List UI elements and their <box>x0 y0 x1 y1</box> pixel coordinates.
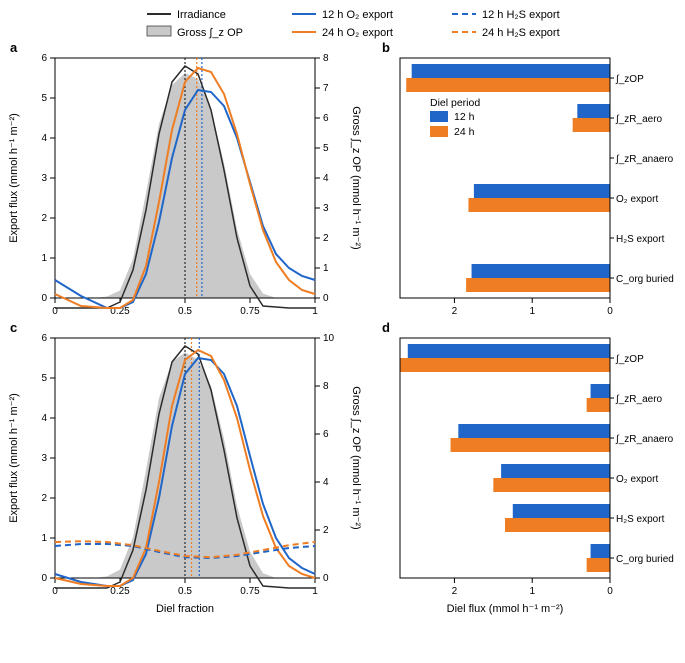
svg-text:4: 4 <box>323 477 329 488</box>
svg-text:5: 5 <box>41 93 47 104</box>
svg-text:∫_zOP: ∫_zOP <box>615 74 644 85</box>
bar-24h <box>573 118 610 132</box>
svg-text:3: 3 <box>41 173 47 184</box>
bar-12h <box>501 464 610 478</box>
bar-12h <box>472 264 610 278</box>
bar-12h <box>513 504 610 518</box>
svg-text:3: 3 <box>41 453 47 464</box>
svg-text:∫_zR_aero: ∫_zR_aero <box>615 114 663 125</box>
svg-text:d: d <box>382 320 390 335</box>
bar-12h <box>591 544 610 558</box>
panel-d: d ∫_zOP ∫_zR_aero ∫_zR_anaero O₂ export H₂S e… <box>382 320 674 615</box>
svg-text:C_org buried: C_org buried <box>616 274 674 285</box>
svg-text:5: 5 <box>323 143 329 154</box>
svg-text:0.5: 0.5 <box>178 306 192 317</box>
svg-text:0: 0 <box>323 293 329 304</box>
svg-text:12 h: 12 h <box>454 111 475 123</box>
svg-text:24 h H₂S export: 24 h H₂S export <box>482 27 560 39</box>
svg-text:Gross ∫_z OP (mmol h⁻¹ m⁻²): Gross ∫_z OP (mmol h⁻¹ m⁻²) <box>350 106 362 249</box>
svg-text:6: 6 <box>323 113 329 124</box>
svg-text:6: 6 <box>323 429 329 440</box>
svg-text:6: 6 <box>41 333 47 344</box>
svg-text:C_org buried: C_org buried <box>616 554 674 565</box>
svg-text:H₂S export: H₂S export <box>616 514 665 525</box>
top-legend: Irradiance 12 h O₂ export 12 h H₂S export G… <box>147 9 560 39</box>
svg-text:6: 6 <box>41 53 47 64</box>
svg-text:∫_zOP: ∫_zOP <box>615 354 644 365</box>
svg-text:Diel fraction: Diel fraction <box>156 603 214 615</box>
svg-text:7: 7 <box>323 83 329 94</box>
figure-svg: Irradiance 12 h O₂ export 12 h H₂S export G… <box>0 0 685 658</box>
svg-text:10: 10 <box>323 333 335 344</box>
svg-text:c: c <box>10 320 17 335</box>
svg-text:1: 1 <box>41 253 47 264</box>
panel-b: b ∫_zOP ∫_zR_aero ∫_zR_anaero O₂ export H₂S e… <box>382 40 674 317</box>
svg-text:1: 1 <box>529 306 535 317</box>
svg-text:Gross ∫_z OP (mmol h⁻¹ m⁻²): Gross ∫_z OP (mmol h⁻¹ m⁻²) <box>350 386 362 529</box>
svg-text:Diel flux (mmol h⁻¹ m⁻²): Diel flux (mmol h⁻¹ m⁻²) <box>447 603 564 615</box>
svg-text:Diel period: Diel period <box>430 97 480 109</box>
svg-text:3: 3 <box>323 203 329 214</box>
svg-text:2: 2 <box>452 306 458 317</box>
svg-text:b: b <box>382 40 390 55</box>
svg-text:a: a <box>10 40 18 55</box>
svg-text:24 h: 24 h <box>454 126 475 138</box>
bar-12h <box>408 344 610 358</box>
bar-24h <box>466 278 610 292</box>
svg-text:0.75: 0.75 <box>240 306 260 317</box>
bar-12h <box>577 104 610 118</box>
svg-text:4: 4 <box>41 413 47 424</box>
bar-24h <box>587 398 610 412</box>
svg-text:Gross ∫_z OP: Gross ∫_z OP <box>177 27 243 39</box>
bar-12h <box>474 184 610 198</box>
svg-text:∫_zR_anaero: ∫_zR_anaero <box>615 154 674 165</box>
bar-12h <box>458 424 610 438</box>
svg-text:O₂ export: O₂ export <box>616 474 658 485</box>
bar-24h <box>400 358 610 372</box>
svg-text:0.5: 0.5 <box>178 586 192 597</box>
svg-text:24 h O₂ export: 24 h O₂ export <box>322 27 393 39</box>
svg-text:0: 0 <box>607 306 613 317</box>
svg-text:0: 0 <box>41 573 47 584</box>
svg-text:8: 8 <box>323 53 329 64</box>
svg-text:∫_zR_aero: ∫_zR_aero <box>615 394 663 405</box>
bar-24h <box>406 78 610 92</box>
svg-text:Export flux (mmol h⁻¹ m⁻²): Export flux (mmol h⁻¹ m⁻²) <box>8 113 20 243</box>
svg-text:8: 8 <box>323 381 329 392</box>
svg-text:H₂S export: H₂S export <box>616 234 665 245</box>
svg-text:2: 2 <box>323 233 329 244</box>
bar-12h <box>591 384 610 398</box>
svg-text:0: 0 <box>41 293 47 304</box>
svg-text:4: 4 <box>41 133 47 144</box>
bar-24h <box>451 438 610 452</box>
svg-text:1: 1 <box>323 263 329 274</box>
svg-text:∫_zR_anaero: ∫_zR_anaero <box>615 434 674 445</box>
svg-text:0.75: 0.75 <box>240 586 260 597</box>
svg-text:5: 5 <box>41 373 47 384</box>
svg-text:Export flux (mmol h⁻¹ m⁻²): Export flux (mmol h⁻¹ m⁻²) <box>8 393 20 523</box>
panel-c: c00.250.50.75101234560246810Export flux … <box>8 320 362 615</box>
svg-text:O₂ export: O₂ export <box>616 194 658 205</box>
svg-text:2: 2 <box>41 213 47 224</box>
svg-text:12 h O₂ export: 12 h O₂ export <box>322 9 393 21</box>
panel-a: a00.250.50.7510123456012345678Export flu… <box>8 40 362 317</box>
bar-24h <box>468 198 610 212</box>
bar-24h <box>505 518 610 532</box>
svg-text:1: 1 <box>529 586 535 597</box>
svg-text:12 h H₂S export: 12 h H₂S export <box>482 9 560 21</box>
bar-12h <box>412 64 610 78</box>
svg-text:2: 2 <box>452 586 458 597</box>
svg-text:0: 0 <box>607 586 613 597</box>
svg-text:0.25: 0.25 <box>110 586 130 597</box>
svg-text:Irradiance: Irradiance <box>177 9 226 21</box>
bar-24h <box>493 478 610 492</box>
svg-text:2: 2 <box>323 525 329 536</box>
svg-text:4: 4 <box>323 173 329 184</box>
bar-24h <box>587 558 610 572</box>
svg-text:0: 0 <box>323 573 329 584</box>
svg-text:2: 2 <box>41 493 47 504</box>
svg-text:1: 1 <box>41 533 47 544</box>
